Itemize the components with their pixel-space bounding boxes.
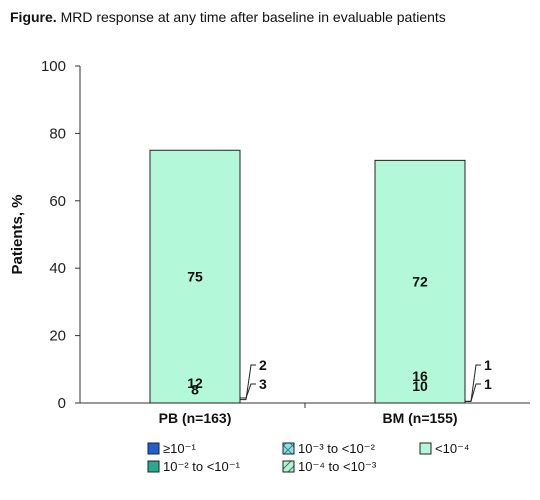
data-label: 1: [484, 357, 492, 373]
legend-swatch: [419, 442, 432, 455]
x-category-label: PB (n=163): [159, 410, 232, 426]
bar-segment: [149, 149, 241, 404]
data-label: 12: [187, 375, 203, 391]
leader-line: [465, 364, 481, 402]
y-tick-label: 80: [49, 125, 66, 142]
legend-swatch: [282, 460, 295, 473]
data-label: 16: [412, 368, 428, 384]
data-label: 75: [187, 269, 203, 285]
legend-swatch: [147, 460, 160, 473]
y-tick-label: 0: [58, 395, 66, 412]
figure-title-prefix: Figure.: [10, 9, 57, 25]
data-label: 1: [484, 376, 492, 392]
y-tick-label: 20: [49, 328, 66, 345]
figure-title-text: MRD response at any time after baseline …: [60, 9, 446, 25]
leader-line: [240, 383, 256, 399]
chart-bars: [149, 149, 466, 404]
legend-label: 10⁻³ to <10⁻²: [298, 441, 376, 456]
legend-label: 10⁻² to <10⁻¹: [163, 459, 241, 474]
data-label: 3: [259, 376, 267, 392]
y-tick-label: 60: [49, 193, 66, 210]
legend-label: 10⁻⁴ to <10⁻³: [298, 459, 377, 474]
data-label: 8: [191, 382, 199, 398]
legend-label: <10⁻⁴: [435, 441, 470, 456]
data-label: 2: [259, 357, 267, 373]
bar-segment: [374, 159, 466, 404]
y-tick-label: 100: [41, 58, 66, 75]
chart-legend: ≥10⁻¹ 10⁻² to <10⁻¹ 10⁻³ to <10⁻² 10⁻⁴ to <…: [147, 441, 470, 474]
legend-swatch: [147, 442, 160, 455]
y-tick-label: 40: [49, 260, 66, 277]
legend-label: ≥10⁻¹: [163, 441, 196, 456]
figure-title: Figure. MRD response at any time after b…: [10, 9, 446, 25]
leader-line: [240, 364, 256, 401]
y-axis-title: Patients, %: [9, 194, 26, 274]
data-label: 10: [412, 378, 428, 394]
x-category-label: BM (n=155): [382, 410, 457, 426]
legend-swatch: [282, 442, 295, 455]
data-label: 72: [412, 274, 428, 290]
